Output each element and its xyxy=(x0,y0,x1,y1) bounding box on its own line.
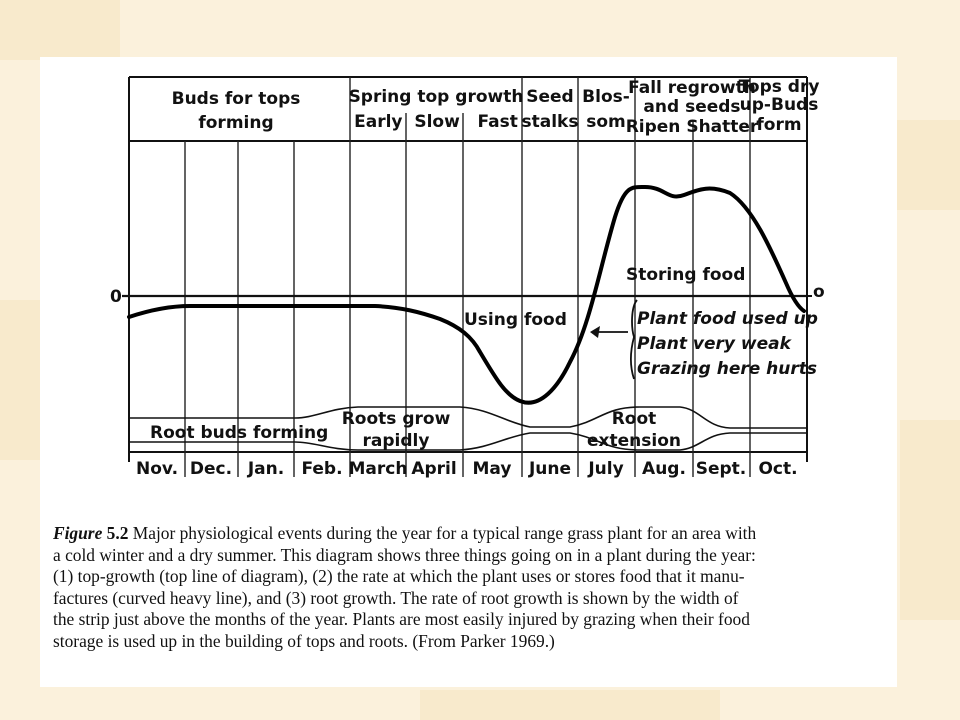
note-line-1: Plant food used up xyxy=(637,309,818,329)
event-buds-tops-line1: Buds for tops xyxy=(172,89,301,109)
event-fall-regrowth-line1: Fall regrowth xyxy=(628,78,756,98)
roots-grow-label-line2: rapidly xyxy=(363,431,430,451)
figure-number: 5.2 xyxy=(106,523,129,543)
event-blossom-line1: Blos- xyxy=(582,87,630,107)
month-label: April xyxy=(411,459,456,479)
month-label: Nov. xyxy=(136,459,178,479)
event-tops-dry-line3: form xyxy=(756,115,801,135)
caption-line-4: factures (curved heavy line), and (3) ro… xyxy=(53,587,739,608)
top-events: Buds for tops forming Spring top growth … xyxy=(172,77,820,137)
caption-line-2: a cold winter and a dry summer. This dia… xyxy=(53,544,756,565)
note-line-2: Plant very weak xyxy=(637,334,793,354)
month-label: July xyxy=(587,459,623,479)
month-label: June xyxy=(528,459,571,479)
food-storage-curve xyxy=(127,184,806,405)
month-label: Sept. xyxy=(696,459,747,479)
caption-line-1: Figure 5.2 Major physiological events du… xyxy=(53,523,893,545)
event-tops-dry-line2: up-Buds xyxy=(740,95,819,115)
month-label: March xyxy=(349,459,408,479)
figure-card: Buds for tops forming Spring top growth … xyxy=(40,57,897,687)
month-label: May xyxy=(473,459,512,479)
zero-label-right: o xyxy=(813,282,825,302)
zero-label-left: 0 xyxy=(110,287,122,307)
root-extension-label-line1: Root xyxy=(612,409,657,429)
event-buds-tops-line2: forming xyxy=(198,113,273,133)
caption-line-6: storage is used up in the building of to… xyxy=(53,630,555,651)
root-buds-forming-label: Root buds forming xyxy=(150,423,328,443)
diagram-frame xyxy=(128,76,808,462)
month-label: Jan. xyxy=(247,459,284,479)
month-label: Oct. xyxy=(758,459,797,479)
root-extension-label-line2: extension xyxy=(587,431,681,451)
month-axis: Nov. Dec. Jan. Feb. March April May June… xyxy=(136,459,798,479)
event-seed-stalks-line2: stalks xyxy=(522,112,579,132)
root-strip-lower-edge xyxy=(129,432,807,451)
figure-label: Figure xyxy=(53,523,103,543)
month-label: Aug. xyxy=(642,459,686,479)
month-label: Dec. xyxy=(190,459,232,479)
event-blossom-line2: som xyxy=(586,112,626,132)
note-bracket xyxy=(630,299,638,380)
event-spring-growth-line1: Spring top growth xyxy=(349,87,524,107)
storing-food-label: Storing food xyxy=(626,265,745,285)
root-strip-upper-edge xyxy=(129,406,807,429)
event-spring-growth-line2: Early Slow Fast xyxy=(354,112,518,132)
note-arrow xyxy=(590,326,628,338)
using-food-label: Using food xyxy=(464,310,567,330)
event-seed-stalks-line1: Seed xyxy=(526,87,573,107)
event-fall-regrowth-line2: and seeds xyxy=(643,97,740,117)
note-line-3: Grazing here hurts xyxy=(637,359,817,379)
grass-physiology-diagram: Buds for tops forming Spring top growth … xyxy=(110,76,825,479)
figure-caption: Figure 5.2 Major physiological events du… xyxy=(53,523,893,653)
caption-line-3: (1) top-growth (top line of diagram), (2… xyxy=(53,566,745,587)
month-label: Feb. xyxy=(301,459,342,479)
caption-line-5: the strip just above the months of the y… xyxy=(53,609,750,630)
event-fall-regrowth-line3: Ripen Shatter xyxy=(626,117,759,137)
roots-grow-label-line1: Roots grow xyxy=(342,409,451,429)
caption-text: Major physiological events during the ye… xyxy=(132,523,757,543)
event-tops-dry-line1: Tops dry xyxy=(739,77,820,97)
